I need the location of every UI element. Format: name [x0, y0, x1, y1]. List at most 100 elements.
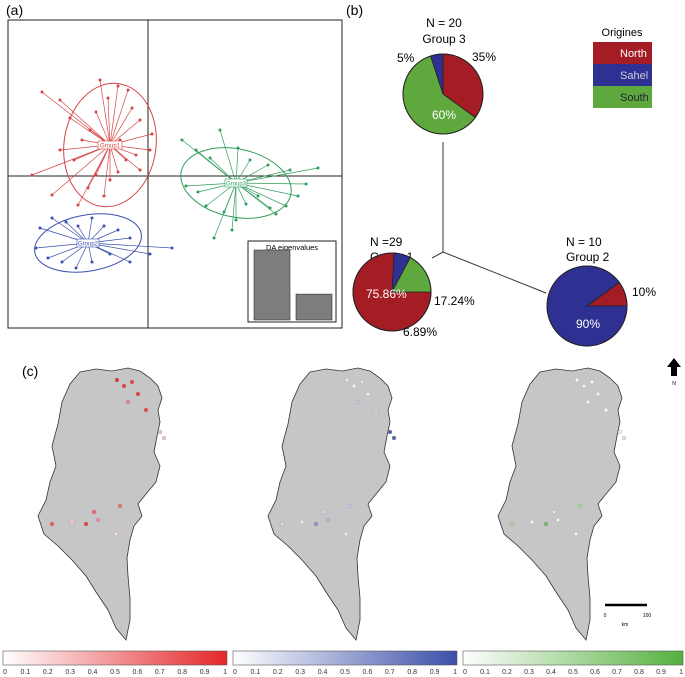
- scatter-point: [316, 166, 320, 170]
- scatter-point: [108, 252, 112, 256]
- map3-country: [497, 367, 623, 641]
- colorbar-tick-label: 0.8: [177, 669, 187, 676]
- colorbar-tick-label: 0.8: [407, 669, 417, 676]
- scatter-point: [184, 184, 188, 188]
- cluster-group3: Group3: [180, 128, 320, 240]
- scatter-point: [102, 224, 106, 228]
- map-site-point: [113, 531, 119, 537]
- map-site-point: [161, 435, 167, 441]
- group1-n: N =29: [370, 235, 403, 249]
- scatter-spoke: [235, 182, 277, 215]
- colorbar-tick-label: 0.9: [430, 669, 440, 676]
- scatter-point: [60, 260, 64, 264]
- map-site-point: [49, 521, 55, 527]
- cluster-group1: Group1: [30, 78, 157, 208]
- scatter-point: [170, 246, 174, 250]
- pie-group2: N = 10 Group 2 10% 90%: [546, 235, 656, 347]
- map-site-point: [313, 521, 319, 527]
- scatter-point: [208, 156, 212, 160]
- scatter-point: [88, 128, 92, 132]
- scatter-point: [116, 228, 120, 232]
- colorbar-1: [2, 650, 228, 666]
- scatter-point: [40, 90, 44, 94]
- eigenvalues-title: DA eigenvalues: [266, 243, 318, 252]
- scatter-point: [94, 173, 98, 177]
- colorbar-tick-label: 0: [3, 669, 7, 676]
- colorbar-tick-label: 0.2: [273, 669, 283, 676]
- colorbar-tick-label: 0.5: [340, 669, 350, 676]
- group-label: Group1: [100, 144, 121, 150]
- group-label: Group3: [226, 182, 247, 188]
- colorbar-tick-label: 0.1: [251, 669, 261, 676]
- colorbars: 0 0.1 0.2 0.3 0.4 0.5 0.6 0.7 0.8 0.9 1 0 0.1 0.2 0.3 0…: [2, 650, 684, 676]
- group3-label-sahel: 5%: [397, 51, 415, 65]
- scatter-spoke: [109, 144, 119, 173]
- scatter-point: [46, 256, 50, 260]
- scatter-point: [90, 260, 94, 264]
- map-south-admixture: [497, 367, 627, 641]
- scatter-spoke: [235, 147, 239, 184]
- map-site-point: [83, 521, 89, 527]
- scatter-point: [134, 153, 138, 157]
- map-site-point: [621, 435, 627, 441]
- scatter-spoke: [213, 182, 237, 239]
- scatter-point: [58, 148, 62, 152]
- map1-points: [49, 377, 167, 537]
- colorbar-tick-label: 1: [679, 669, 683, 676]
- scatter-point: [148, 252, 152, 256]
- scatter-point: [90, 216, 94, 220]
- panel-label-b: (b): [346, 2, 363, 18]
- scatter-spoke: [109, 89, 129, 146]
- map2-points: [279, 377, 397, 537]
- scatter-spoke: [195, 149, 237, 184]
- group3-label-north: 35%: [472, 50, 496, 64]
- group-label-box: [224, 178, 248, 188]
- colorbar-tick-label: 1: [453, 669, 457, 676]
- group3-n: N = 20: [426, 16, 462, 30]
- scatter-spoke: [107, 97, 111, 146]
- colorbar-tick-label: 0.2: [43, 669, 53, 676]
- map-site-point: [299, 519, 305, 525]
- scatter-spoke: [219, 129, 237, 184]
- scatter-point: [98, 78, 102, 82]
- map-site-point: [143, 407, 149, 413]
- scatter-point: [34, 246, 38, 250]
- scatter-point: [128, 236, 132, 240]
- legend-title: Origines: [602, 27, 643, 39]
- map-site-point: [343, 531, 349, 537]
- legend-swatch-south: [593, 86, 652, 108]
- scatter-point: [128, 260, 132, 264]
- map-site-point: [551, 509, 557, 515]
- legend-label-south: South: [620, 92, 649, 104]
- colorbar-tick-label: 1: [223, 669, 227, 676]
- scatter-point: [138, 118, 142, 122]
- legend-swatch-north: [593, 42, 652, 64]
- pie-outline: [402, 53, 484, 135]
- map-site-point: [157, 429, 163, 435]
- scatter-spoke: [103, 144, 111, 197]
- scatter-point: [126, 88, 130, 92]
- scatter-point: [138, 168, 142, 172]
- map-site-point: [391, 435, 397, 441]
- scatter-point: [248, 158, 252, 162]
- scale-unit: km: [622, 622, 629, 628]
- scatter-spoke: [109, 107, 133, 146]
- panel-label-c: (c): [22, 363, 38, 379]
- scatter-point: [194, 148, 198, 152]
- map-site-point: [529, 519, 535, 525]
- scatter-spoke: [231, 182, 237, 231]
- eigenvalues-inset: DA eigenvalues: [247, 240, 337, 323]
- scatter-point: [80, 138, 84, 142]
- scatter-point: [106, 96, 110, 100]
- scatter-point: [102, 194, 106, 198]
- inertia-ellipse: [180, 147, 292, 219]
- colorbar-tick-label: 0.9: [200, 669, 210, 676]
- group2-label-north: 10%: [632, 285, 656, 299]
- group-label: Group2: [78, 242, 99, 248]
- map3-points: [509, 377, 627, 537]
- colorbar-tick-label: 0.3: [524, 669, 534, 676]
- map-site-point: [581, 383, 587, 389]
- map-site-point: [509, 521, 515, 527]
- scatter-point: [218, 128, 222, 132]
- scatter-point: [230, 228, 234, 232]
